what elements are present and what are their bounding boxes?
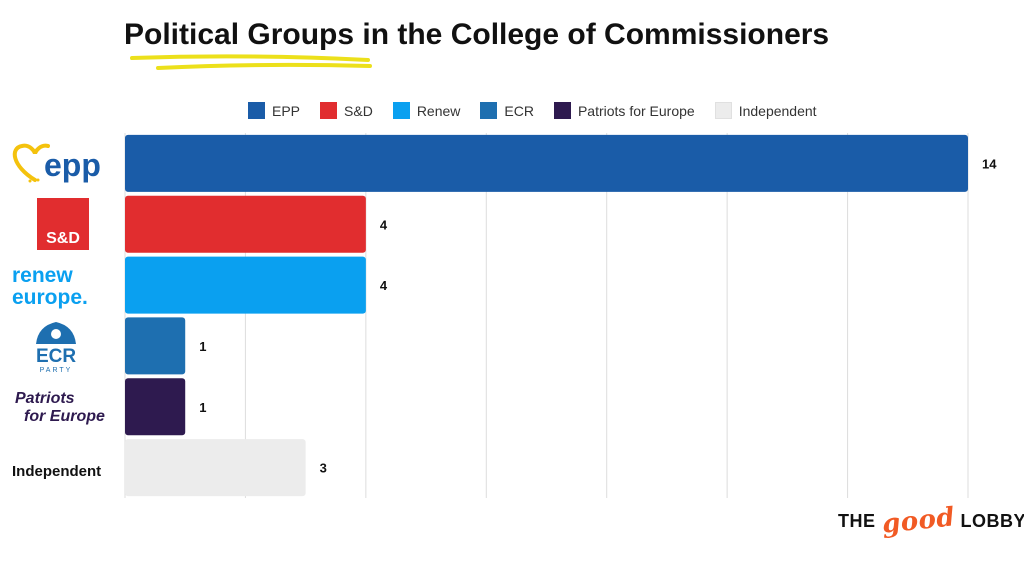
- legend-item-epp: EPP: [248, 102, 300, 119]
- bar-value-label: 14: [982, 156, 997, 171]
- footer-logo-good: good: [880, 502, 956, 540]
- bar-value-label: 1: [199, 339, 206, 354]
- bar-epp: [125, 134, 968, 192]
- bar-value-label: 4: [380, 217, 388, 232]
- legend-label: Renew: [416, 102, 461, 119]
- star-dot-icon: [28, 179, 32, 183]
- ecr-logo-subtext: PARTY: [40, 367, 73, 374]
- bar-value-label: 4: [380, 278, 388, 293]
- legend-swatch: [553, 102, 571, 119]
- bar-ecr: [125, 317, 186, 375]
- bars: [125, 134, 968, 497]
- legend-item-patriots: Patriots for Europe: [553, 102, 695, 119]
- independent-label-text: Independent: [12, 463, 101, 480]
- legend-label: Independent: [738, 102, 817, 119]
- underline-stroke: [130, 54, 370, 62]
- ecr-logo: ECR PARTY: [36, 322, 76, 374]
- title-underline: [130, 54, 372, 70]
- legend-swatch: [480, 102, 498, 119]
- sd-logo-text: S&D: [46, 230, 80, 247]
- bar-value-label: 3: [320, 461, 327, 476]
- ecr-emblem-dot: [51, 329, 61, 339]
- grid-lines: [124, 133, 969, 498]
- legend: EPP S&D Renew ECR Patriots for Europe In…: [248, 102, 817, 119]
- bar-independent: [125, 439, 306, 497]
- legend-item-renew: Renew: [392, 102, 461, 119]
- sd-logo-box: [37, 198, 89, 250]
- legend-item-ecr: ECR: [480, 102, 534, 119]
- bar-s-d: [125, 195, 366, 253]
- epp-logo: epp: [12, 143, 101, 183]
- star-dot-icon: [36, 178, 40, 182]
- patriots-logo: Patriots for Europe: [15, 390, 105, 425]
- chart-title: Political Groups in the College of Commi…: [124, 18, 830, 51]
- renew-logo: renew europe.: [12, 264, 88, 309]
- legend-item-independent: Independent: [714, 102, 817, 119]
- epp-logo-text: epp: [44, 147, 101, 183]
- legend-label: Patriots for Europe: [577, 102, 695, 119]
- legend-label: ECR: [504, 102, 534, 119]
- value-labels: 14 4 4 1 1 3: [199, 156, 997, 475]
- bar-patriots-for-europe: [125, 378, 186, 436]
- underline-stroke: [156, 62, 372, 70]
- renew-logo-line1: renew: [12, 264, 73, 287]
- bar-renew: [125, 256, 366, 314]
- footer-logo-the: THE: [838, 510, 876, 531]
- independent-label: Independent: [12, 463, 101, 480]
- legend-label: EPP: [272, 102, 301, 119]
- patriots-logo-line1: Patriots: [15, 390, 75, 407]
- legend-swatch: [392, 102, 410, 119]
- sd-logo: S&D: [37, 198, 89, 250]
- legend-label: S&D: [344, 102, 373, 119]
- the-good-lobby-logo: THE good LOBBY: [838, 502, 1024, 539]
- patriots-logo-line2: for Europe: [24, 408, 105, 425]
- ecr-logo-text: ECR: [36, 346, 76, 367]
- bar-value-label: 1: [199, 400, 206, 415]
- legend-swatch: [320, 102, 338, 119]
- legend-item-sd: S&D: [320, 102, 373, 119]
- footer-logo-lobby: LOBBY: [960, 510, 1024, 531]
- legend-swatch: [714, 102, 732, 119]
- renew-logo-line2: europe.: [12, 286, 88, 309]
- legend-swatch: [248, 102, 265, 119]
- heart-icon: [12, 143, 50, 182]
